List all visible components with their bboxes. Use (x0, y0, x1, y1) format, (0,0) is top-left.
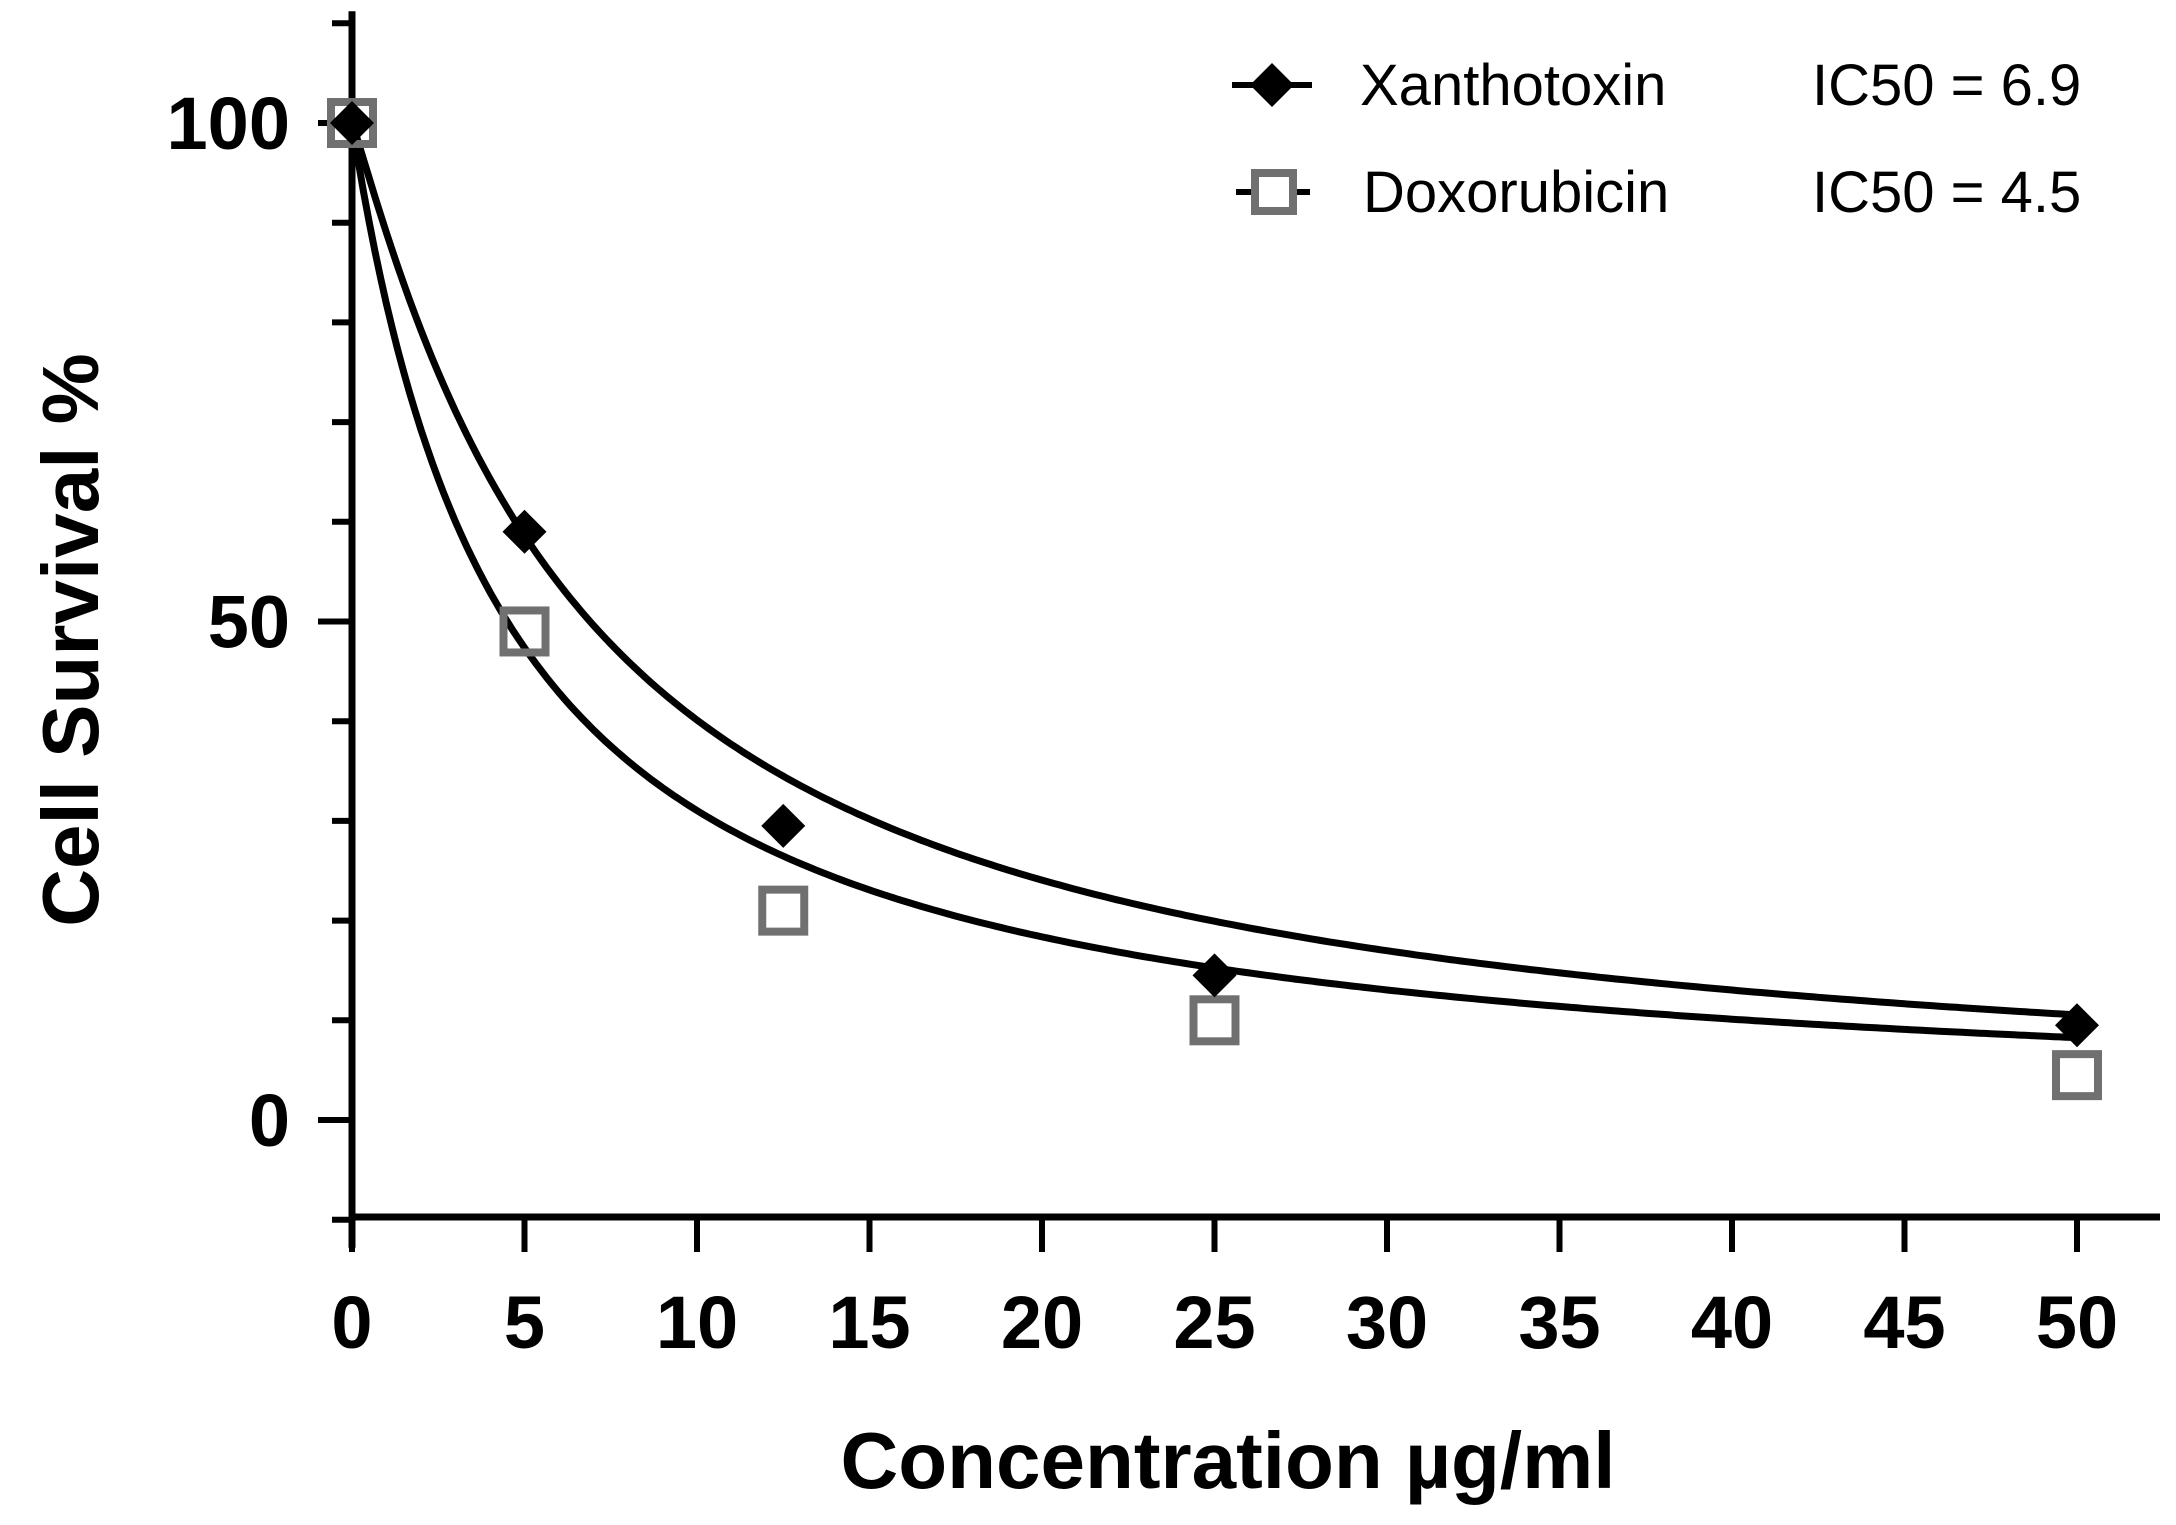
doxorubicin-point (758, 885, 809, 936)
legend: Xanthotoxin IC50 = 6.9 Doxorubicin IC50 … (1232, 53, 2081, 225)
legend-entry-doxorubicin: Doxorubicin IC50 = 4.5 (1236, 160, 2081, 225)
data-points (327, 98, 2102, 1101)
x-tick-label: 20 (1001, 1281, 1083, 1364)
fit-curve-doxorubicin (348, 122, 2078, 1042)
legend-label-doxorubicin: Doxorubicin (1363, 160, 1669, 225)
x-tick-label: 35 (1518, 1281, 1600, 1364)
fit-curve-xanthotoxin (348, 121, 2078, 1019)
x-tick-label: 50 (2036, 1281, 2118, 1364)
x-tick-label: 45 (1863, 1281, 1945, 1364)
fit-curves (348, 121, 2078, 1042)
axes: 0 50 100 0 5 10 15 20 25 30 35 40 45 50 (167, 11, 2160, 1364)
xanthotoxin-point (761, 803, 806, 848)
x-axis-title: Concentration µg/ml (841, 1416, 1616, 1505)
xanthotoxin-point (502, 509, 547, 554)
x-tick-label: 0 (331, 1281, 372, 1364)
y-tick-label: 50 (208, 581, 290, 664)
y-tick-label: 100 (167, 82, 290, 165)
legend-label-xanthotoxin: Xanthotoxin (1360, 53, 1666, 118)
doxorubicin-point (1189, 995, 1240, 1046)
legend-diamond-marker (1250, 63, 1294, 107)
x-tick-label: 15 (828, 1281, 910, 1364)
doxorubicin-point (499, 606, 550, 657)
x-tick-label: 30 (1346, 1281, 1428, 1364)
x-tick-label: 5 (504, 1281, 545, 1364)
x-tick-label: 10 (656, 1281, 738, 1364)
xanthotoxin-point (330, 101, 374, 145)
x-tick-label: 40 (1691, 1281, 1773, 1364)
doxorubicin-point (2052, 1050, 2102, 1101)
legend-entry-xanthotoxin: Xanthotoxin IC50 = 6.9 (1232, 53, 2081, 118)
xanthotoxin-point (1192, 953, 1237, 998)
legend-square-marker (1251, 169, 1297, 215)
y-axis-title: Cell Survival % (26, 353, 115, 927)
y-tick-label: 0 (249, 1079, 290, 1162)
legend-ic50-xanthotoxin: IC50 = 6.9 (1812, 53, 2081, 118)
legend-ic50-doxorubicin: IC50 = 4.5 (1812, 160, 2081, 225)
x-tick-label: 25 (1173, 1281, 1255, 1364)
xanthotoxin-point (2055, 1003, 2099, 1048)
